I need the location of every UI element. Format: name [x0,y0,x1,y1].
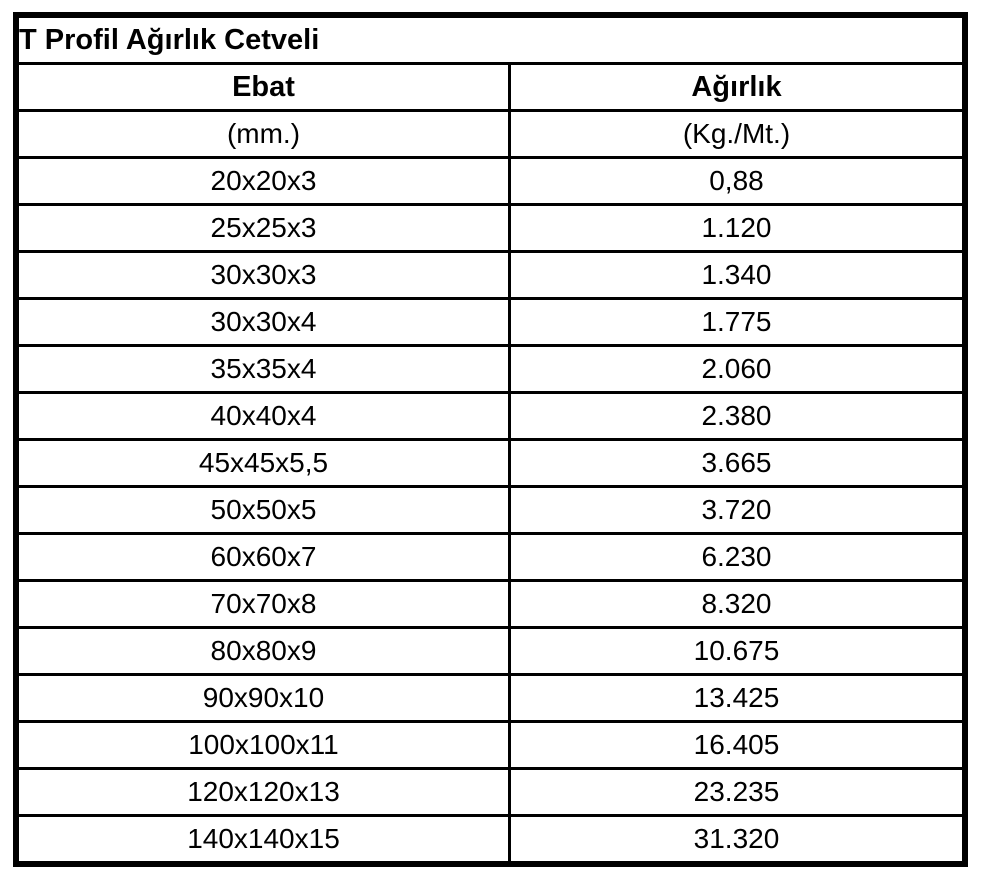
weight-cell: 6.230 [507,532,967,582]
table-row: 100x100x11 16.405 [14,720,967,770]
weight-cell: 10.675 [507,626,967,676]
weight-cell: 8.320 [507,579,967,629]
table-row: 90x90x10 13.425 [14,673,967,723]
table-row: 30x30x3 1.340 [14,250,967,300]
header-row: Ebat Ağırlık [14,62,967,112]
title-row: T Profil Ağırlık Cetveli [14,13,967,65]
weight-cell: 13.425 [507,673,967,723]
size-cell: 30x30x3 [14,250,511,300]
table-head: T Profil Ağırlık Cetveli Ebat Ağırlık (m… [14,13,967,159]
table-row: 60x60x7 6.230 [14,532,967,582]
weight-cell: 1.120 [507,203,967,253]
weight-cell: 1.340 [507,250,967,300]
size-cell: 35x35x4 [14,344,511,394]
weight-cell: 0,88 [507,156,967,206]
t-profile-weight-table: T Profil Ağırlık Cetveli Ebat Ağırlık (m… [13,12,968,867]
weight-cell: 31.320 [507,814,967,866]
size-cell: 40x40x4 [14,391,511,441]
weight-cell: 23.235 [507,767,967,817]
table-row: 120x120x13 23.235 [14,767,967,817]
size-cell: 20x20x3 [14,156,511,206]
unit-row: (mm.) (Kg./Mt.) [14,109,967,159]
size-cell: 120x120x13 [14,767,511,817]
weight-cell: 3.720 [507,485,967,535]
table-row: 25x25x3 1.120 [14,203,967,253]
table-row: 80x80x9 10.675 [14,626,967,676]
weight-cell: 1.775 [507,297,967,347]
size-cell: 45x45x5,5 [14,438,511,488]
col-header-agirlik: Ağırlık [507,62,967,112]
table-row: 20x20x3 0,88 [14,156,967,206]
size-cell: 90x90x10 [14,673,511,723]
size-cell: 70x70x8 [14,579,511,629]
table-row: 40x40x4 2.380 [14,391,967,441]
weight-cell: 2.380 [507,391,967,441]
weight-cell: 16.405 [507,720,967,770]
col-unit-kg-mt: (Kg./Mt.) [507,109,967,159]
size-cell: 25x25x3 [14,203,511,253]
table-title: T Profil Ağırlık Cetveli [14,13,967,65]
size-cell: 80x80x9 [14,626,511,676]
table-row: 35x35x4 2.060 [14,344,967,394]
table-body: 20x20x3 0,88 25x25x3 1.120 30x30x3 1.340 30x30… [14,156,967,866]
weight-cell: 2.060 [507,344,967,394]
table-row: 50x50x5 3.720 [14,485,967,535]
size-cell: 140x140x15 [14,814,511,866]
col-unit-mm: (mm.) [14,109,511,159]
table-row: 45x45x5,5 3.665 [14,438,967,488]
size-cell: 100x100x11 [14,720,511,770]
size-cell: 60x60x7 [14,532,511,582]
size-cell: 30x30x4 [14,297,511,347]
size-cell: 50x50x5 [14,485,511,535]
table-row: 70x70x8 8.320 [14,579,967,629]
table-row: 140x140x15 31.320 [14,814,967,866]
weight-cell: 3.665 [507,438,967,488]
col-header-ebat: Ebat [14,62,511,112]
table-row: 30x30x4 1.775 [14,297,967,347]
